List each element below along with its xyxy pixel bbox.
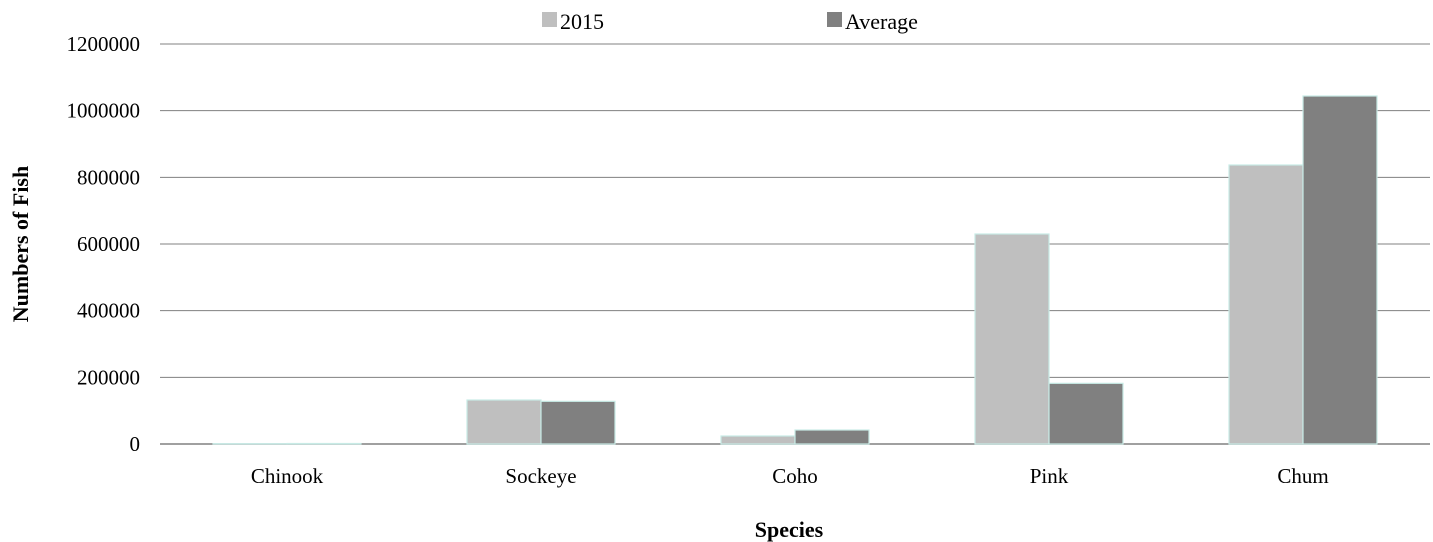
legend-label-average: Average [845,9,918,34]
x-tick-label: Chinook [251,464,324,488]
x-tick-label: Chum [1277,464,1328,488]
bar-sockeye-2015 [466,399,542,445]
y-tick-labels: 0 200000 400000 600000 800000 1000000 1200000 [67,32,141,456]
x-tick-labels: Chinook Sockeye Coho Pink Chum [251,464,1329,488]
y-tick-label: 600000 [77,232,140,256]
legend: 2015 Average [542,9,918,34]
gridlines [160,43,1430,445]
y-tick-label: 800000 [77,165,140,189]
x-tick-label: Pink [1030,464,1069,488]
x-axis-title: Species [755,517,824,542]
legend-swatch-average [827,12,842,27]
bars [212,95,1378,445]
y-axis-title: Numbers of Fish [8,166,33,322]
legend-label-2015: 2015 [560,9,604,34]
y-tick-label: 400000 [77,299,140,323]
y-tick-label: 200000 [77,365,140,389]
bar-chum-average [1302,95,1378,445]
y-tick-label: 1000000 [67,99,141,123]
bar-chinook-average [286,442,362,445]
bar-pink-2015 [974,233,1050,445]
bar-pink-average [1048,382,1124,445]
bar-coho-2015 [720,435,796,445]
y-tick-label: 0 [130,432,141,456]
x-tick-label: Coho [772,464,818,488]
bar-coho-average [794,429,870,445]
bar-sockeye-average [540,400,616,445]
legend-swatch-2015 [542,12,557,27]
x-tick-label: Sockeye [505,464,576,488]
y-tick-label: 1200000 [67,32,141,56]
bar-chum-2015 [1228,164,1304,445]
